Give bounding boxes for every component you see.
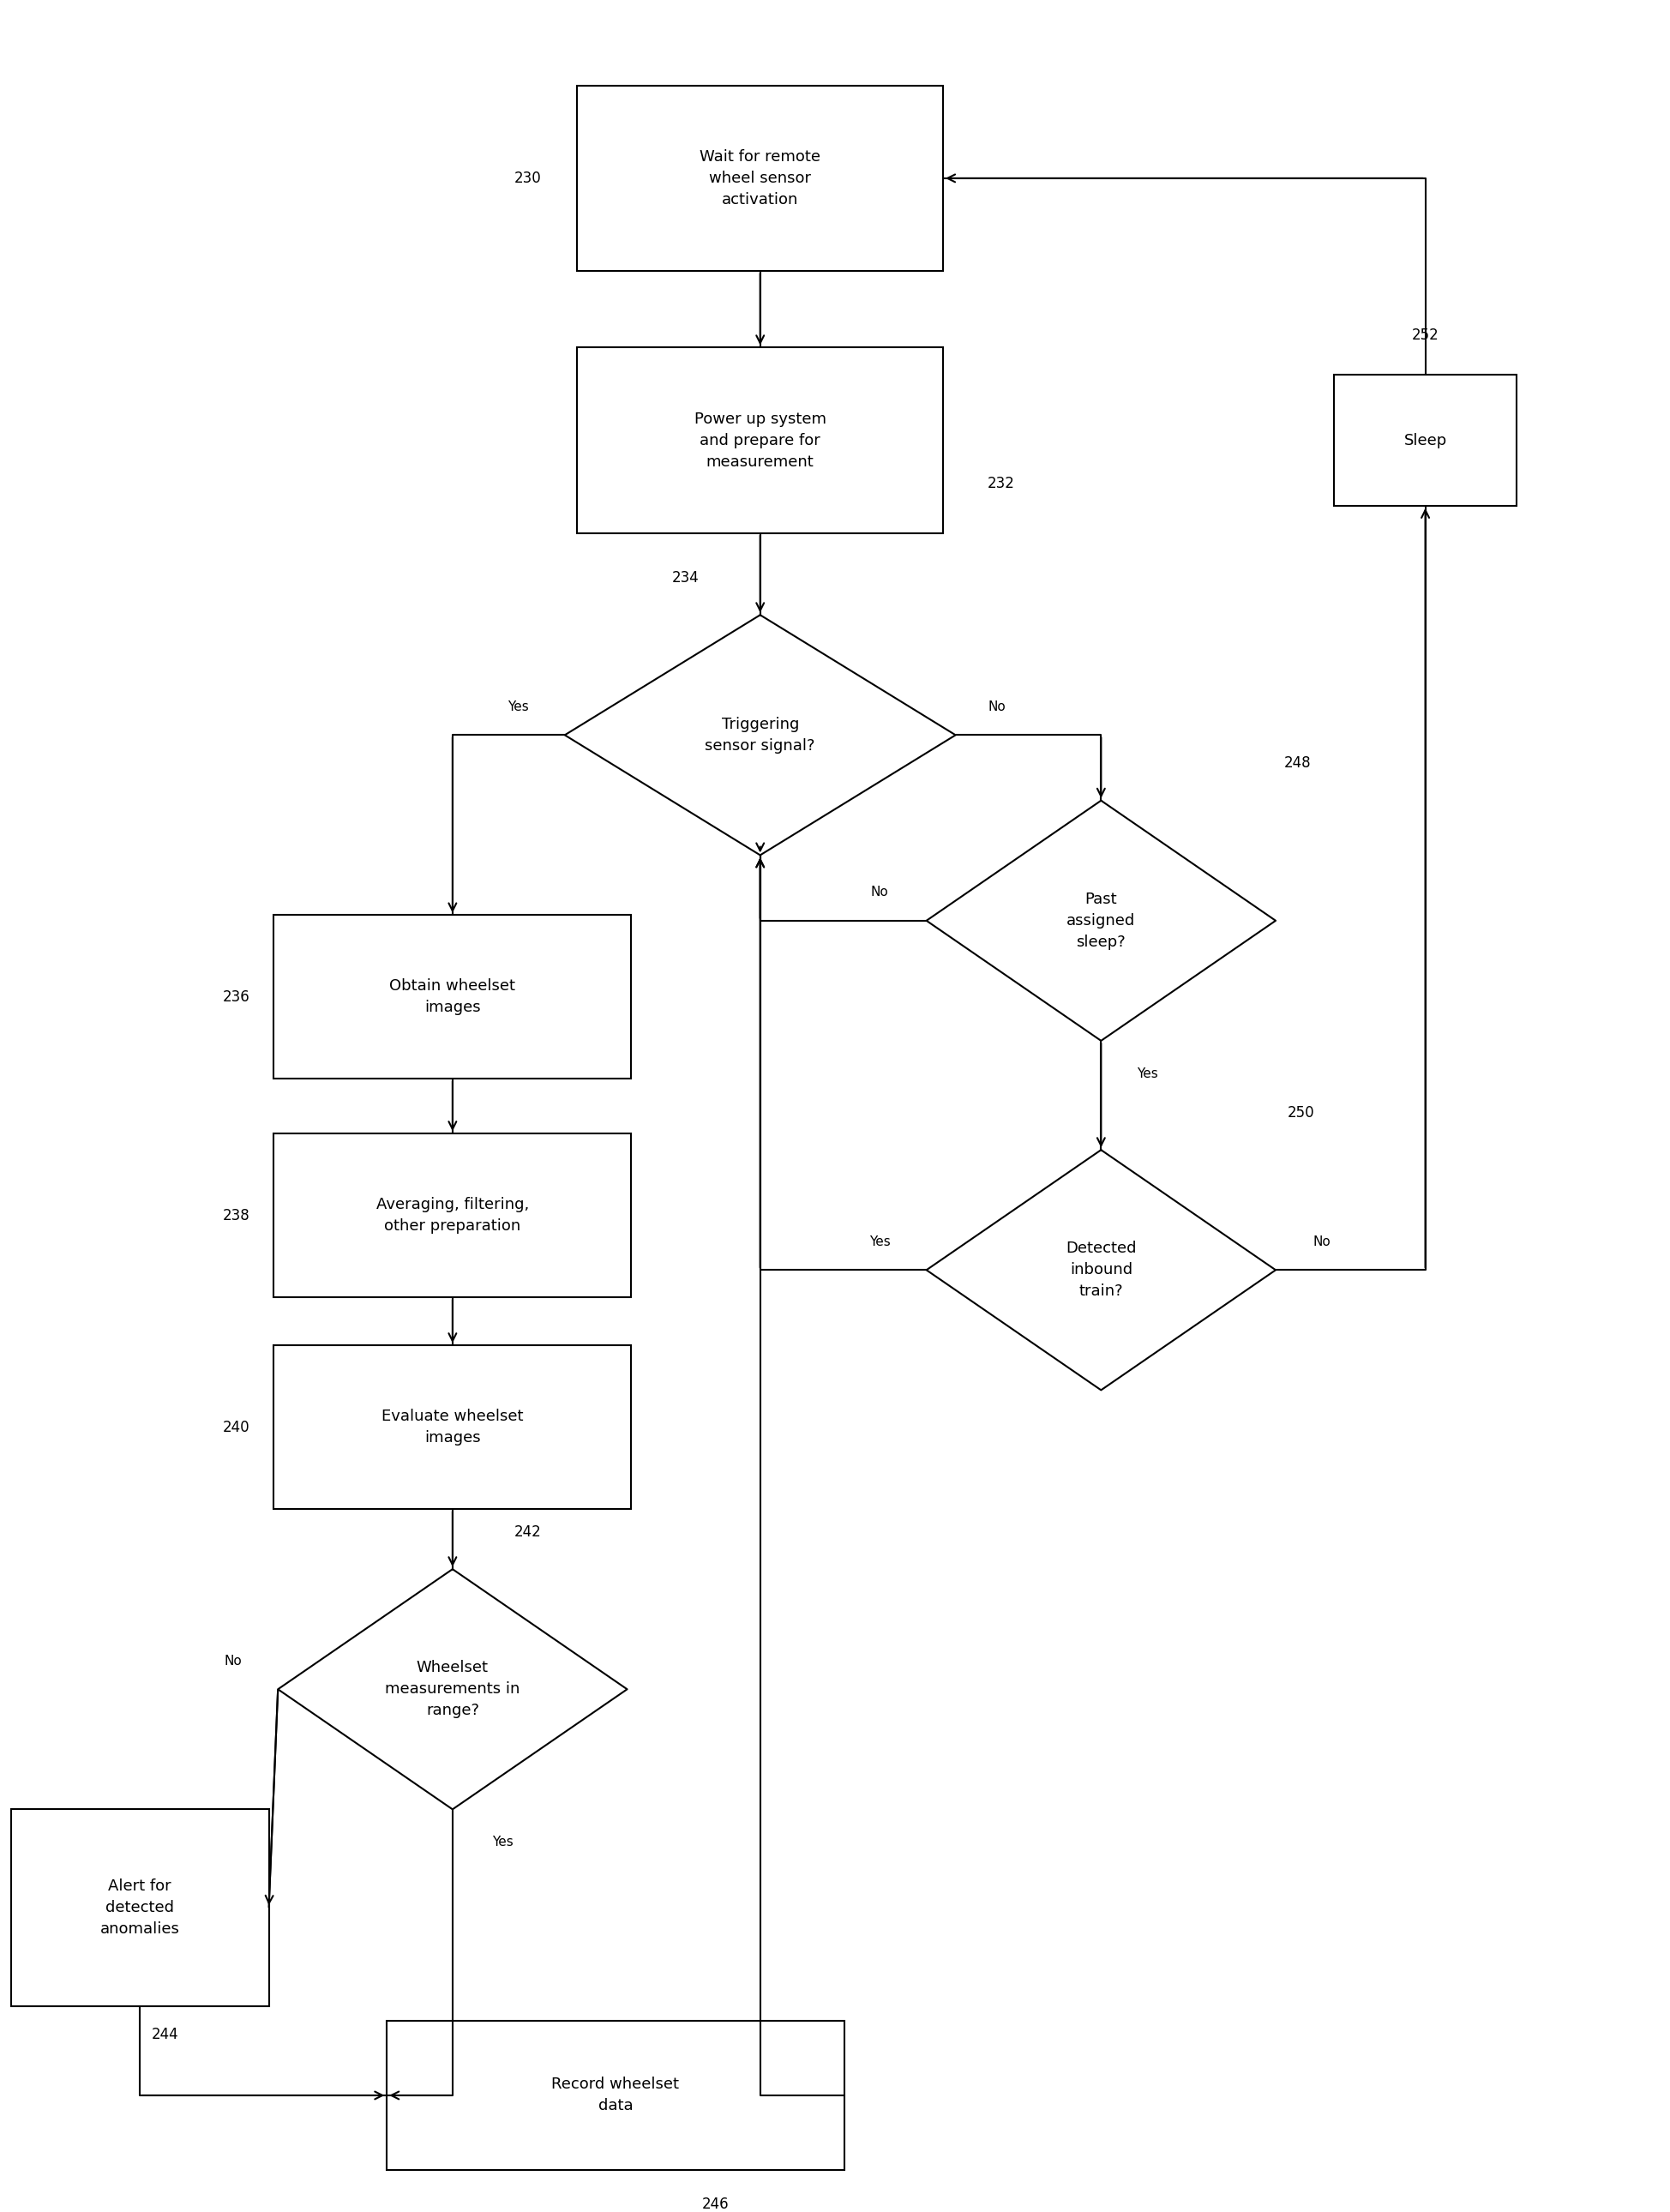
Text: No: No bbox=[1313, 1234, 1331, 1248]
Polygon shape bbox=[387, 2022, 843, 2170]
Text: No: No bbox=[989, 701, 1005, 712]
Text: 242: 242 bbox=[514, 1524, 541, 1540]
Text: 250: 250 bbox=[1288, 1106, 1314, 1121]
Polygon shape bbox=[12, 1809, 269, 2006]
Text: 240: 240 bbox=[222, 1420, 250, 1436]
Text: 236: 236 bbox=[222, 989, 250, 1004]
Text: Wheelset
measurements in
range?: Wheelset measurements in range? bbox=[386, 1659, 519, 1719]
Text: Past
assigned
sleep?: Past assigned sleep? bbox=[1067, 891, 1136, 949]
Text: 234: 234 bbox=[671, 571, 700, 586]
Text: Yes: Yes bbox=[508, 701, 529, 712]
Text: Record wheelset
data: Record wheelset data bbox=[551, 2077, 680, 2115]
Text: 244: 244 bbox=[152, 2026, 179, 2042]
Text: 246: 246 bbox=[701, 2197, 728, 2212]
Text: Power up system
and prepare for
measurement: Power up system and prepare for measurem… bbox=[695, 411, 827, 469]
Text: Alert for
detected
anomalies: Alert for detected anomalies bbox=[100, 1878, 180, 1938]
Text: 252: 252 bbox=[1411, 327, 1440, 343]
Text: Obtain wheelset
images: Obtain wheelset images bbox=[389, 978, 516, 1015]
Polygon shape bbox=[274, 1345, 631, 1509]
Polygon shape bbox=[274, 916, 631, 1079]
Text: Averaging, filtering,
other preparation: Averaging, filtering, other preparation bbox=[376, 1197, 529, 1234]
Text: 248: 248 bbox=[1284, 757, 1311, 772]
Polygon shape bbox=[274, 1133, 631, 1296]
Text: Detected
inbound
train?: Detected inbound train? bbox=[1065, 1241, 1136, 1298]
Polygon shape bbox=[578, 86, 944, 272]
Text: Yes: Yes bbox=[870, 1234, 890, 1248]
Text: Sleep: Sleep bbox=[1404, 434, 1446, 449]
Text: No: No bbox=[872, 885, 888, 898]
Text: No: No bbox=[224, 1655, 242, 1668]
Text: Yes: Yes bbox=[1137, 1066, 1159, 1079]
Text: Evaluate wheelset
images: Evaluate wheelset images bbox=[382, 1409, 523, 1447]
Text: Yes: Yes bbox=[493, 1836, 513, 1849]
Text: Triggering
sensor signal?: Triggering sensor signal? bbox=[705, 717, 815, 754]
Text: 230: 230 bbox=[514, 170, 541, 186]
Text: Wait for remote
wheel sensor
activation: Wait for remote wheel sensor activation bbox=[700, 148, 820, 208]
Polygon shape bbox=[578, 347, 944, 533]
Polygon shape bbox=[1334, 374, 1516, 507]
Text: 238: 238 bbox=[222, 1208, 250, 1223]
Text: 232: 232 bbox=[987, 476, 1015, 491]
